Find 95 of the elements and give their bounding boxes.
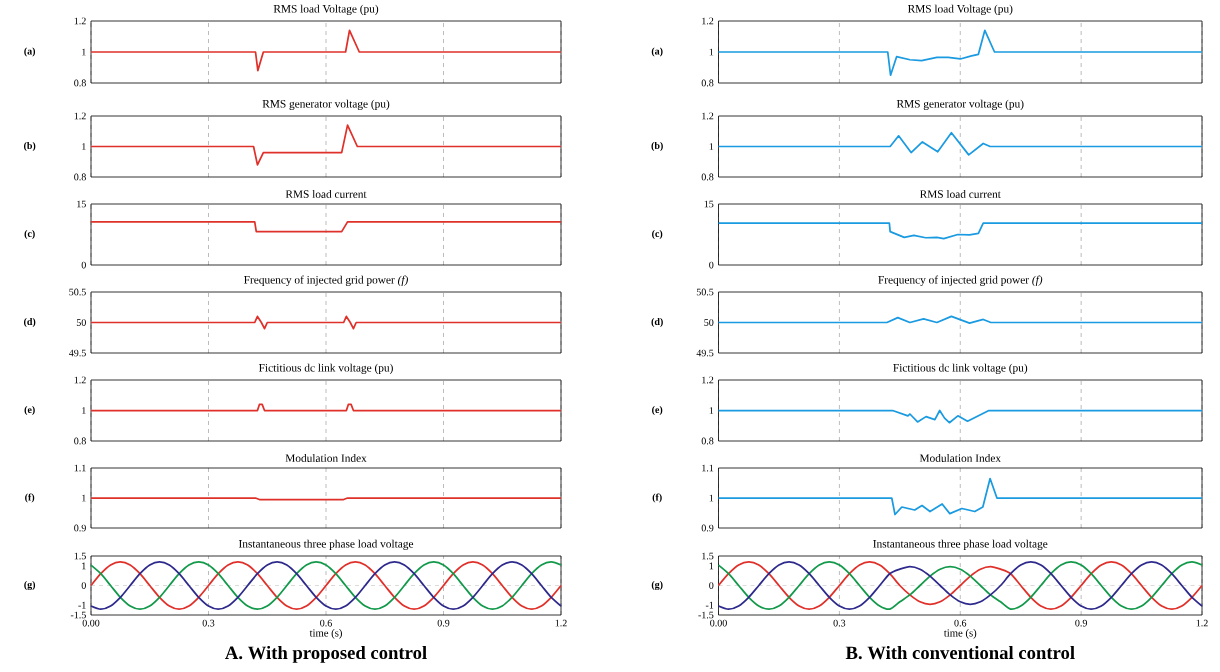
- line-series: [717, 409, 1203, 424]
- chart-title: RMS load current: [285, 189, 367, 198]
- chart-title: Fictitious dc link voltage (pu): [258, 363, 393, 374]
- y-axis-title: (e): [652, 405, 663, 416]
- line-series: [717, 131, 1203, 156]
- chart-title: Instantaneous three phase load voltage: [873, 539, 1048, 550]
- y-tick-label: 1.5: [74, 552, 86, 560]
- y-tick-label: 0: [709, 261, 714, 269]
- y-axis-title: (c): [652, 229, 663, 240]
- y-tick-label: 0.8: [701, 437, 714, 445]
- y-tick-label: 1.2: [74, 376, 86, 384]
- y-tick-label: 50.5: [69, 288, 86, 296]
- x-tick-label: 0.6: [320, 619, 332, 627]
- line-series: [717, 222, 1203, 240]
- chart-title: Frequency of injected grid power (f): [244, 275, 408, 286]
- line-series: [717, 29, 1203, 77]
- x-tick-label: 1.2: [1196, 619, 1208, 627]
- y-tick-label: 49.5: [68, 349, 86, 357]
- line-series: [90, 561, 562, 610]
- y-tick-label: 1: [709, 143, 714, 150]
- y-tick-label: 1.1: [702, 464, 714, 472]
- y-tick-label: 1: [82, 143, 86, 150]
- y-tick-label: 1: [709, 494, 714, 502]
- y-tick-label: 1: [709, 407, 714, 414]
- x-axis-title: time (s): [309, 629, 342, 639]
- y-tick-label: 50: [76, 319, 86, 326]
- y-tick-label: 1: [709, 562, 714, 570]
- y-axis-title: (g): [24, 580, 36, 591]
- y-tick-label: 0.8: [74, 173, 86, 181]
- y-tick-label: -1: [705, 601, 714, 609]
- chart-title: Modulation Index: [919, 453, 1001, 462]
- x-tick-label: 0.3: [833, 619, 846, 627]
- y-axis-title: (f): [25, 493, 35, 503]
- y-tick-label: 1: [82, 562, 86, 570]
- x-tick-label: 1.2: [555, 619, 567, 627]
- x-tick-label: 0.9: [437, 619, 450, 627]
- x-tick-label: 0.6: [954, 619, 967, 627]
- y-tick-label: 50.5: [696, 288, 714, 296]
- chart-title: RMS load Voltage (pu): [907, 4, 1013, 15]
- y-tick-label: 1.5: [702, 552, 714, 560]
- y-tick-label: -1.5: [70, 611, 86, 619]
- y-axis-title: (d): [24, 317, 36, 328]
- x-axis-title: time (s): [943, 629, 977, 639]
- y-tick-label: 0: [81, 261, 86, 269]
- line-series: [717, 477, 1203, 516]
- y-tick-label: 0.9: [74, 524, 86, 532]
- y-axis-title: (c): [24, 229, 35, 240]
- y-axis-title: (a): [651, 47, 663, 57]
- y-tick-label: -1.5: [698, 611, 714, 619]
- y-tick-label: 50: [704, 319, 714, 326]
- y-tick-label: 49.5: [696, 349, 714, 357]
- y-tick-label: 1.2: [702, 376, 714, 384]
- chart-title: Modulation Index: [285, 453, 367, 462]
- y-tick-label: 15: [77, 200, 86, 208]
- y-tick-label: 0.8: [74, 79, 86, 87]
- y-tick-label: 1: [82, 48, 86, 56]
- y-tick-label: 1.2: [74, 17, 86, 25]
- y-tick-label: 0: [81, 582, 86, 589]
- y-tick-label: 1.2: [702, 112, 714, 120]
- y-tick-label: 1: [709, 48, 714, 56]
- y-tick-label: 1.2: [74, 112, 86, 120]
- x-tick-label: 0.3: [202, 619, 215, 627]
- y-tick-label: 15: [704, 200, 714, 208]
- chart-title: Instantaneous three phase load voltage: [238, 539, 414, 550]
- x-tick-label: 0.00: [710, 619, 727, 627]
- y-axis-title: (a): [24, 47, 36, 57]
- line-series: [90, 124, 562, 166]
- line-series: [717, 561, 1203, 610]
- chart-title: RMS load current: [920, 189, 1001, 198]
- y-axis-title: (b): [24, 141, 36, 152]
- text: A. With proposed control: [225, 645, 427, 663]
- x-tick-label: 0.00: [82, 619, 100, 627]
- y-tick-label: 0: [709, 582, 714, 589]
- chart-title: Frequency of injected grid power (f): [878, 275, 1043, 286]
- y-axis-title: (e): [24, 405, 35, 416]
- y-axis-title: (b): [651, 141, 663, 152]
- chart-title: RMS generator voltage (pu): [896, 99, 1024, 110]
- chart-title: RMS load Voltage (pu): [273, 4, 379, 15]
- y-tick-label: 0.8: [701, 79, 714, 87]
- x-tick-label: 0.9: [1075, 619, 1087, 627]
- y-tick-label: 0.8: [701, 173, 714, 181]
- y-axis-title: (f): [652, 493, 662, 503]
- y-axis-title: (g): [651, 580, 663, 591]
- y-tick-label: 1: [82, 407, 86, 414]
- y-tick-label: 1.2: [702, 17, 714, 25]
- y-tick-label: 1.1: [74, 464, 86, 472]
- text: B. With conventional control: [845, 645, 1075, 660]
- y-tick-label: 0.8: [74, 437, 86, 445]
- chart-title: RMS generator voltage (pu): [262, 99, 390, 110]
- chart-title: Fictitious dc link voltage (pu): [893, 363, 1028, 374]
- line-series: [717, 315, 1203, 324]
- y-tick-label: 1: [82, 494, 86, 502]
- y-tick-label: -1: [78, 601, 86, 609]
- y-tick-label: 0.9: [701, 524, 714, 532]
- y-axis-title: (d): [651, 317, 663, 328]
